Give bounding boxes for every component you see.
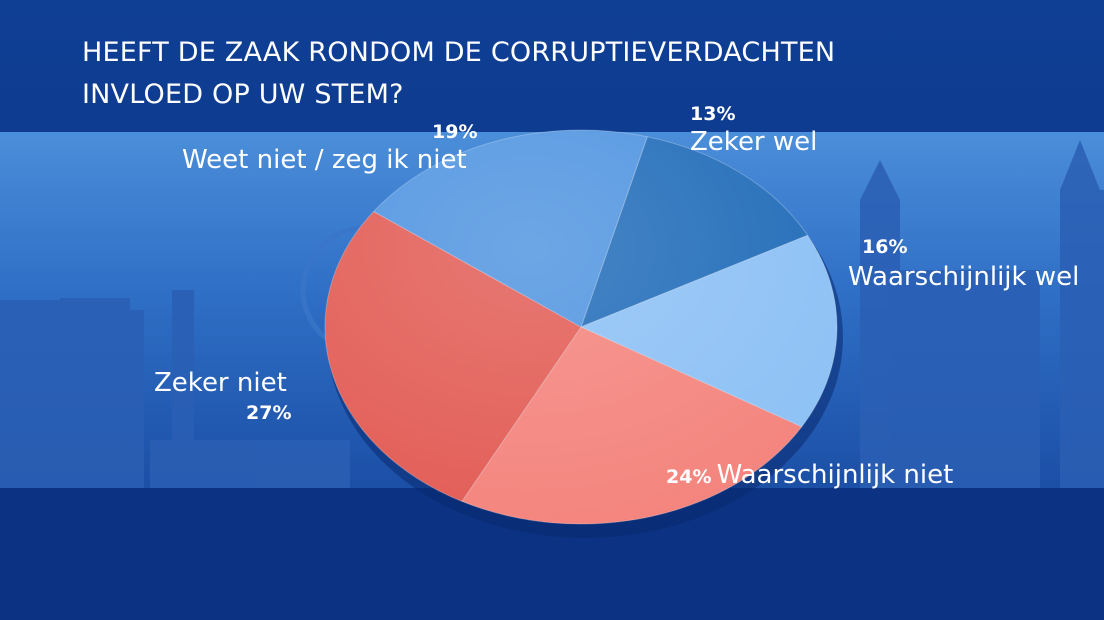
pie-gloss — [325, 130, 837, 524]
title-line-2: INVLOED OP UW STEM? — [82, 79, 404, 110]
label-weet-niet: 19% Weet niet / zeg ik niet — [182, 118, 482, 174]
slice-name-waarschijnlijk-wel: Waarschijnlijk wel — [848, 262, 1080, 292]
pie — [324, 129, 838, 525]
label-zeker-wel: 13% Zeker wel — [690, 100, 817, 156]
title-line-1: HEEFT DE ZAAK RONDOM DE CORRUPTIEVERDACH… — [82, 37, 836, 68]
data-label-zeker-wel: 13% — [690, 103, 736, 125]
slice-name-zeker-wel: Zeker wel — [690, 127, 818, 157]
label-waarschijnlijk-niet: 24% Waarschijnlijk niet — [666, 458, 953, 495]
chart-title: HEEFT DE ZAAK RONDOM DE CORRUPTIEVERDACH… — [82, 32, 835, 116]
data-label-waarschijnlijk-niet: 24% — [666, 466, 712, 488]
data-label-waarschijnlijk-wel: 16% — [862, 236, 908, 258]
data-label-zeker-niet: 27% — [246, 402, 292, 424]
slice-name-weet-niet: Weet niet / zeg ik niet — [182, 145, 467, 175]
label-zeker-niet: Zeker niet 27% — [154, 368, 291, 428]
label-waarschijnlijk-wel: 16% Waarschijnlijk wel — [848, 232, 1079, 292]
slice-name-waarschijnlijk-niet: Waarschijnlijk niet — [716, 460, 954, 490]
slice-name-zeker-niet: Zeker niet — [154, 368, 287, 398]
data-label-weet-niet: 19% — [432, 121, 478, 143]
skyline-silhouette — [0, 140, 1104, 488]
